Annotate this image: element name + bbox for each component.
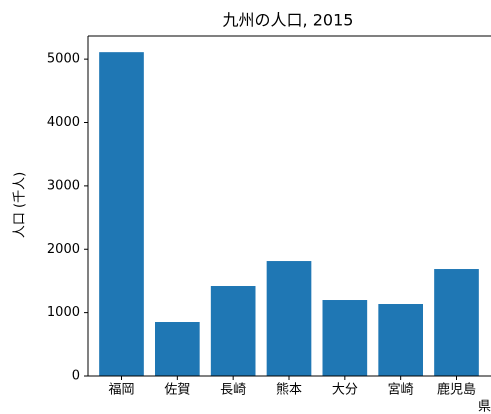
y-axis-label: 人口 (千人) (13, 172, 28, 238)
bar (434, 269, 479, 376)
bar (155, 322, 200, 376)
bar (266, 261, 312, 376)
y-tick-label: 2000 (47, 242, 80, 257)
bar (99, 52, 144, 376)
bar (378, 304, 423, 376)
x-tick-label: 佐賀 (164, 383, 190, 398)
y-tick-label: 5000 (47, 52, 80, 67)
x-tick-label: 熊本 (276, 382, 302, 398)
x-tick-label: 大分 (332, 383, 358, 398)
y-tick-label: 4000 (47, 115, 80, 130)
x-tick-label: 宮崎 (388, 382, 414, 398)
chart-title: 九州の人口, 2015 (223, 11, 354, 30)
bar (210, 286, 256, 376)
y-tick-label: 1000 (47, 305, 80, 320)
y-tick-label: 3000 (47, 178, 80, 193)
x-tick-label: 長崎 (220, 383, 246, 398)
x-tick-label: 鹿児島 (437, 382, 476, 398)
y-tick-label: 0 (72, 369, 80, 384)
x-tick-label: 福岡 (108, 383, 134, 398)
x-axis-label: 県 (478, 400, 491, 414)
bar (322, 300, 368, 376)
